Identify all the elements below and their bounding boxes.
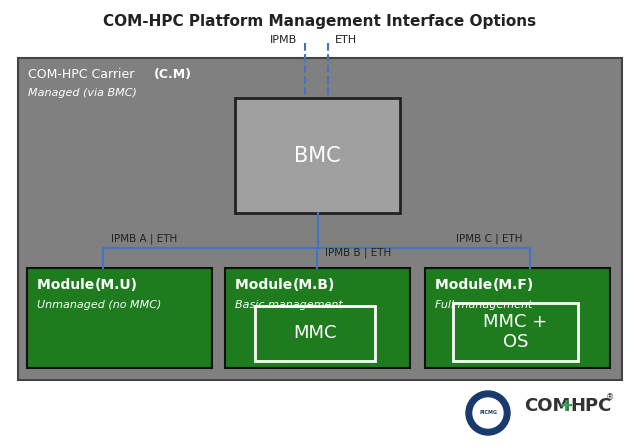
Bar xyxy=(453,303,578,361)
Bar xyxy=(255,306,375,361)
Text: +: + xyxy=(558,397,573,415)
Bar xyxy=(425,268,610,368)
Bar xyxy=(225,268,410,368)
Circle shape xyxy=(473,398,503,428)
Text: MMC +
OS: MMC + OS xyxy=(483,313,548,351)
Text: Managed (via BMC): Managed (via BMC) xyxy=(28,88,137,98)
Text: HPC: HPC xyxy=(570,397,611,415)
Text: Module: Module xyxy=(435,278,497,292)
Text: (M.F): (M.F) xyxy=(493,278,534,292)
Bar xyxy=(18,58,622,380)
Text: ETH: ETH xyxy=(335,35,357,45)
Text: Module: Module xyxy=(37,278,99,292)
Text: Basic management: Basic management xyxy=(235,300,343,310)
Text: PICMG: PICMG xyxy=(479,410,497,415)
Text: MMC: MMC xyxy=(293,324,337,343)
Text: IPMB A | ETH: IPMB A | ETH xyxy=(111,233,177,244)
Text: COM-HPC Carrier: COM-HPC Carrier xyxy=(28,68,138,81)
Text: IPMB C | ETH: IPMB C | ETH xyxy=(456,233,522,244)
Text: IPMB: IPMB xyxy=(269,35,297,45)
Text: COM-HPC Platform Management Interface Options: COM-HPC Platform Management Interface Op… xyxy=(104,14,536,29)
Text: (M.B): (M.B) xyxy=(293,278,335,292)
Text: IPMB B | ETH: IPMB B | ETH xyxy=(325,247,391,258)
Text: COM: COM xyxy=(524,397,570,415)
Bar xyxy=(27,268,212,368)
Bar xyxy=(235,98,400,213)
Text: (C.M): (C.M) xyxy=(154,68,192,81)
Text: Module: Module xyxy=(235,278,297,292)
Text: ®: ® xyxy=(606,393,614,402)
Circle shape xyxy=(466,391,510,435)
Text: Full management: Full management xyxy=(435,300,532,310)
Text: BMC: BMC xyxy=(294,146,341,165)
Text: Unmanaged (no MMC): Unmanaged (no MMC) xyxy=(37,300,161,310)
Text: (M.U): (M.U) xyxy=(95,278,138,292)
